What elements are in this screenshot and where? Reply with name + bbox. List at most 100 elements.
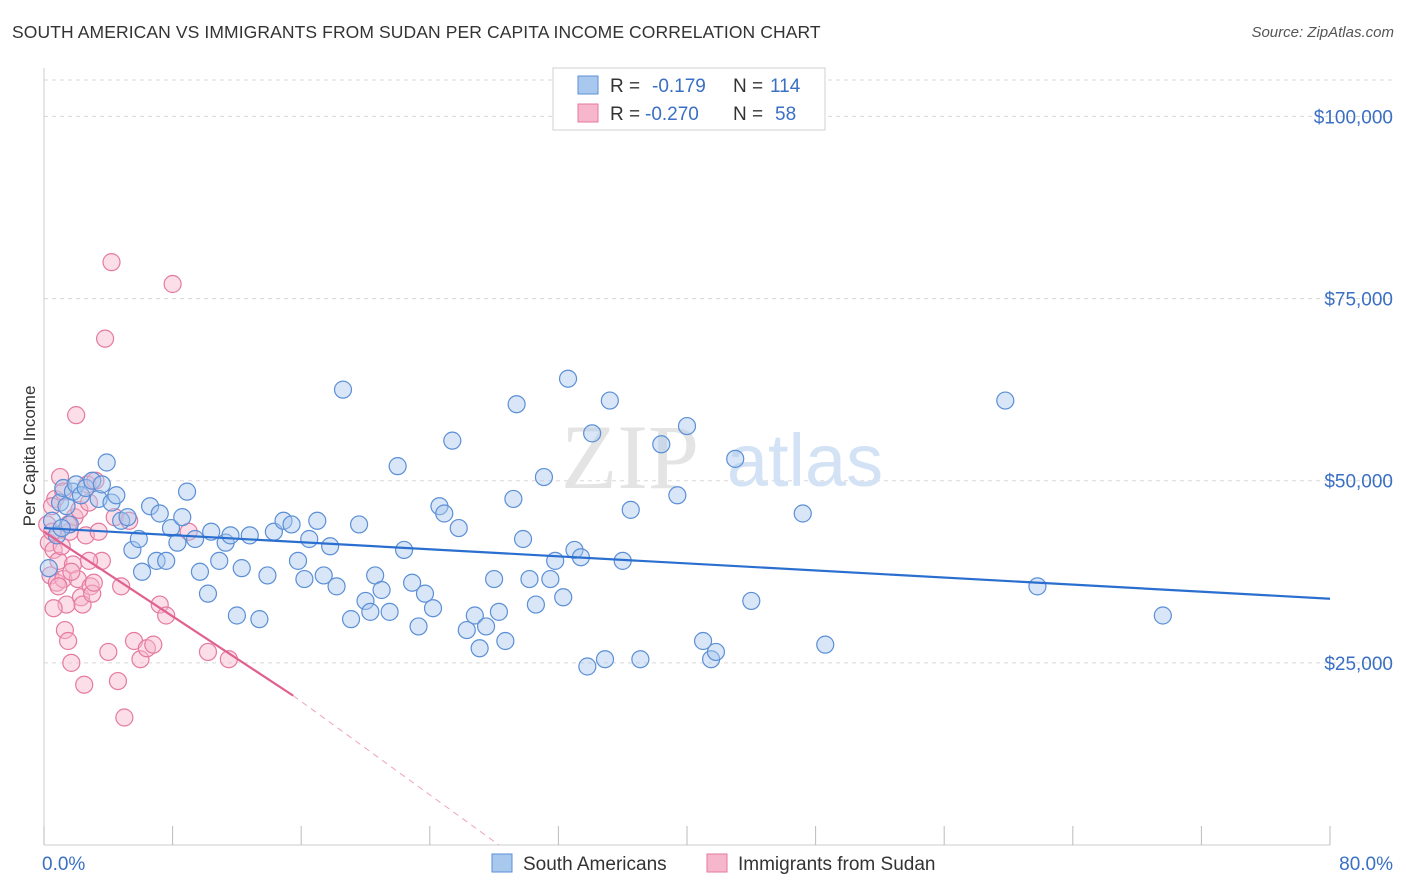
legend-swatch-pink (577, 103, 599, 123)
data-point-south-american (513, 529, 533, 549)
data-point-sudan (163, 274, 182, 294)
bottom-legend-immigrants-from-sudan: Immigrants from Sudan (738, 854, 935, 875)
data-point-south-american (157, 551, 176, 570)
data-point-south-american (554, 588, 573, 607)
y-tick-labels: $25,000 $50,000 $75,000 $100,000 (1314, 107, 1393, 674)
data-point-south-american (118, 508, 137, 527)
data-point-south-american (677, 416, 697, 436)
x-tick-label-end: 80.0% (1339, 854, 1393, 875)
data-point-sudan (150, 595, 169, 614)
data-point-sudan (49, 551, 68, 570)
data-point-south-american (742, 591, 761, 611)
data-point-south-american (1028, 577, 1047, 596)
data-point-sudan (115, 708, 134, 727)
data-point-south-american (198, 584, 218, 603)
data-point-south-american (372, 580, 391, 600)
data-point-south-american (97, 453, 116, 472)
data-point-sudan (50, 467, 70, 487)
data-point-south-american (333, 380, 353, 399)
chart-title: SOUTH AMERICAN VS IMMIGRANTS FROM SUDAN … (12, 22, 821, 42)
data-point-south-american (558, 369, 578, 388)
data-point-south-american (409, 617, 428, 636)
data-point-south-american (210, 551, 229, 570)
data-point-south-american (470, 639, 489, 658)
data-point-south-american (349, 515, 369, 534)
data-point-south-american (489, 602, 509, 621)
data-point-sudan (198, 642, 218, 662)
data-point-south-american (435, 504, 454, 523)
data-point-south-american (123, 540, 142, 560)
y-tick-label: $75,000 (1324, 290, 1393, 311)
data-point-south-american (526, 595, 545, 614)
data-point-south-american (140, 497, 160, 516)
x-tick-label-start: 0.0% (42, 854, 85, 875)
data-point-south-american (595, 650, 615, 669)
data-point-south-american (443, 431, 462, 450)
data-point-south-american (83, 471, 102, 490)
data-point-south-american (816, 635, 835, 654)
bottom-legend-south-americans: South Americans (523, 854, 667, 875)
data-point-south-american (341, 610, 361, 629)
data-point-south-american (173, 508, 192, 527)
data-point-south-american (321, 537, 340, 556)
data-point-sudan (84, 573, 103, 592)
data-point-south-american (308, 511, 327, 530)
data-point-sudan (52, 537, 71, 556)
series-south-americans (39, 369, 1172, 676)
data-point-south-american (726, 449, 745, 468)
data-point-south-american (520, 569, 539, 589)
data-point-south-american (449, 518, 468, 538)
data-point-south-american (465, 606, 484, 625)
data-point-south-american (793, 504, 812, 523)
data-point-south-american (496, 631, 515, 651)
data-point-south-american (1153, 606, 1172, 625)
data-point-sudan (59, 631, 78, 651)
legend-r-value-2: -0.270 (645, 104, 699, 125)
data-point-south-american (380, 602, 399, 621)
data-point-south-american (232, 559, 251, 578)
data-point-south-american (168, 533, 187, 552)
data-point-sudan (131, 650, 150, 669)
legend-n-value-1: 114 (770, 76, 801, 97)
bottom-legend-swatch-pink (706, 853, 728, 873)
data-point-south-american (996, 391, 1015, 410)
legend-swatch-blue (577, 75, 599, 95)
data-point-sudan (102, 253, 121, 272)
data-point-south-american (356, 591, 375, 611)
y-tick-label: $100,000 (1314, 107, 1393, 128)
y-tick-label: $50,000 (1324, 472, 1393, 493)
data-point-south-american (107, 486, 126, 505)
data-point-sudan (75, 675, 94, 694)
data-point-south-american (565, 540, 584, 560)
data-point-south-american (507, 395, 526, 414)
data-point-south-american (476, 617, 496, 636)
chart-source: Source: ZipAtlas.com (1251, 24, 1394, 41)
data-point-sudan (62, 562, 81, 581)
data-point-south-american (403, 573, 422, 592)
data-point-south-american (693, 631, 713, 651)
axes (43, 68, 1331, 846)
legend-n-label-1: N = (733, 76, 763, 97)
top-legend: R = -0.179 N = 114 R = -0.270 N = 58 (552, 67, 826, 131)
data-point-south-american (457, 620, 476, 640)
data-point-south-american (240, 526, 259, 545)
legend-r-value-1: -0.179 (652, 76, 706, 97)
data-point-south-american (394, 540, 414, 560)
data-point-south-american (621, 500, 640, 519)
data-point-south-american (534, 467, 554, 487)
data-point-sudan (49, 577, 68, 596)
data-point-south-american (132, 562, 152, 581)
data-point-sudan (108, 671, 128, 691)
data-point-south-american (221, 526, 240, 545)
data-point-south-american (288, 551, 308, 570)
data-point-south-american (150, 504, 169, 523)
data-point-south-american (423, 599, 443, 618)
data-point-south-american (361, 602, 380, 621)
data-point-south-american (295, 569, 314, 589)
data-point-sudan (62, 653, 81, 672)
data-point-south-american (600, 391, 619, 410)
data-point-south-american (388, 457, 407, 476)
data-point-south-american (415, 584, 435, 603)
data-point-south-american (186, 529, 205, 549)
